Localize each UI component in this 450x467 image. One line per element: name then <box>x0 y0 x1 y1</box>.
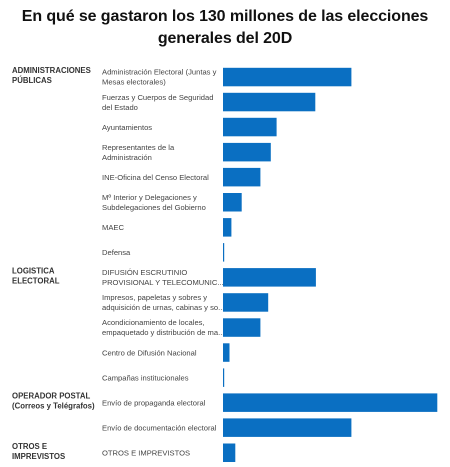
bar <box>223 167 261 187</box>
category-label: Envío de propaganda electoral <box>102 398 206 407</box>
category-label: Representantes de la Administración <box>102 143 175 162</box>
category-label: Campañas institucionales <box>102 373 189 382</box>
bar <box>223 268 316 287</box>
bar <box>223 193 242 212</box>
category-label: Acondicionamiento de locales, empaquetado… <box>102 318 224 337</box>
category-label: Ayuntamientos <box>102 123 152 132</box>
category-label: Defensa <box>102 248 131 257</box>
category-label: Centro de Difusión Nacional <box>102 348 197 357</box>
bar <box>223 343 230 362</box>
bar <box>223 318 261 337</box>
category-label: Impresos, papeletas y sobres y adquisició… <box>102 293 224 312</box>
group-label: LOGISTICA ELECTORAL <box>12 266 60 285</box>
bar <box>223 92 316 112</box>
bar <box>223 67 352 87</box>
category-label: Mº Interior y Delegaciones y Subdelegacio… <box>102 193 206 212</box>
bar <box>223 243 225 262</box>
bar <box>223 418 352 437</box>
bar <box>223 393 438 412</box>
bar <box>223 293 269 312</box>
bar <box>223 117 277 137</box>
chart-title: En qué se gastaron los 130 millones de l… <box>21 8 429 47</box>
category-label: DIFUSIÓN ESCRUTINIO PROVISIONAL Y TELECOM… <box>102 268 224 287</box>
bar <box>223 142 271 162</box>
category-label: Administración Electoral (Juntas y Mesas … <box>102 68 217 87</box>
bar <box>223 218 232 237</box>
bar <box>223 368 225 387</box>
category-label: MAEC <box>102 223 124 232</box>
group-label: OTROS E IMPREVISTOS <box>12 442 65 461</box>
category-label: INE-Oficina del Censo Electoral <box>102 173 209 182</box>
category-label: Envío de documentación electoral <box>102 423 217 432</box>
group-label: OPERADOR POSTAL (Correos y Telégrafos) <box>12 392 95 411</box>
category-label: OTROS E IMPREVISTOS <box>102 448 190 457</box>
group-label: ADMINISTRACIONES PÚBLICAS <box>12 66 91 85</box>
category-label: Fuerzas y Cuerpos de Seguridad del Estado <box>102 93 213 112</box>
bar <box>223 443 236 462</box>
